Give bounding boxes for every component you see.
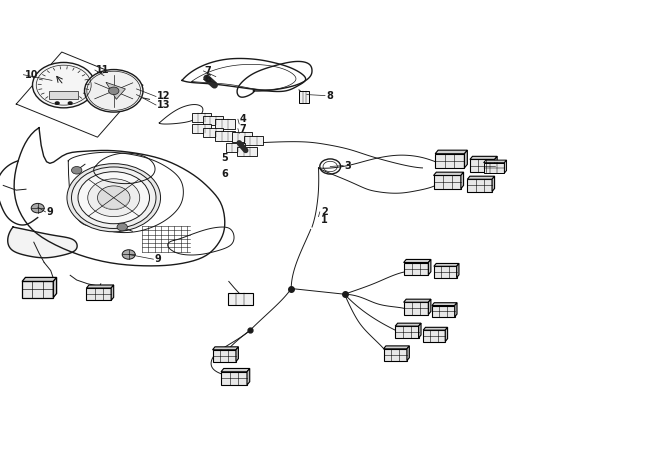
- Bar: [237, 147, 257, 156]
- Polygon shape: [384, 346, 410, 349]
- Polygon shape: [111, 285, 114, 300]
- Polygon shape: [434, 172, 463, 175]
- Text: 7: 7: [205, 66, 211, 76]
- Text: 5: 5: [221, 153, 228, 164]
- Bar: [226, 143, 245, 152]
- Polygon shape: [395, 323, 421, 326]
- Circle shape: [98, 186, 130, 210]
- Polygon shape: [221, 368, 250, 372]
- Circle shape: [88, 179, 140, 217]
- Bar: [436, 154, 464, 168]
- Polygon shape: [404, 299, 431, 302]
- Polygon shape: [423, 327, 448, 330]
- Bar: [404, 263, 428, 275]
- Circle shape: [84, 70, 143, 112]
- Text: 4: 4: [239, 114, 246, 124]
- Polygon shape: [247, 368, 250, 385]
- Circle shape: [72, 166, 82, 174]
- Circle shape: [31, 203, 44, 213]
- Bar: [221, 372, 247, 385]
- Bar: [232, 132, 252, 142]
- Bar: [404, 302, 428, 315]
- Bar: [384, 349, 407, 361]
- Polygon shape: [106, 82, 125, 99]
- Text: 8: 8: [326, 90, 333, 101]
- Circle shape: [78, 172, 150, 224]
- Text: 12: 12: [157, 91, 171, 102]
- Polygon shape: [8, 227, 77, 258]
- Polygon shape: [495, 156, 497, 172]
- Polygon shape: [467, 176, 495, 179]
- Text: 6: 6: [205, 74, 211, 85]
- Polygon shape: [461, 172, 463, 189]
- Polygon shape: [504, 160, 506, 173]
- Text: 9: 9: [155, 254, 161, 264]
- Polygon shape: [464, 150, 467, 168]
- Polygon shape: [213, 347, 239, 350]
- Circle shape: [117, 223, 127, 231]
- Bar: [470, 159, 495, 172]
- Polygon shape: [22, 277, 57, 281]
- Polygon shape: [434, 263, 459, 266]
- Bar: [203, 116, 223, 125]
- Polygon shape: [455, 303, 457, 317]
- Bar: [192, 124, 211, 133]
- Text: 1: 1: [321, 215, 328, 226]
- Bar: [203, 128, 223, 137]
- Polygon shape: [470, 156, 497, 159]
- Text: 10: 10: [25, 70, 38, 80]
- Bar: [244, 136, 263, 145]
- Bar: [215, 119, 235, 129]
- Bar: [484, 163, 504, 173]
- Polygon shape: [428, 259, 431, 275]
- Polygon shape: [492, 176, 495, 192]
- Polygon shape: [53, 277, 57, 298]
- Bar: [228, 293, 253, 305]
- Bar: [49, 91, 78, 99]
- Polygon shape: [484, 160, 506, 163]
- Bar: [86, 288, 111, 300]
- Bar: [423, 330, 445, 342]
- Text: 6: 6: [221, 169, 228, 179]
- Circle shape: [68, 101, 73, 105]
- Polygon shape: [445, 327, 448, 342]
- Text: 9: 9: [47, 207, 53, 217]
- Circle shape: [32, 62, 95, 108]
- Circle shape: [109, 87, 119, 95]
- Polygon shape: [456, 263, 459, 278]
- Bar: [22, 281, 53, 298]
- Circle shape: [55, 101, 60, 105]
- Circle shape: [72, 167, 156, 228]
- Bar: [434, 175, 461, 189]
- Bar: [434, 266, 457, 278]
- Bar: [395, 326, 419, 338]
- Polygon shape: [419, 323, 421, 338]
- Polygon shape: [436, 150, 467, 154]
- Circle shape: [67, 164, 161, 232]
- Circle shape: [122, 250, 135, 259]
- Polygon shape: [86, 285, 114, 288]
- Bar: [299, 91, 309, 103]
- Bar: [432, 306, 455, 317]
- Bar: [467, 179, 492, 192]
- Polygon shape: [428, 299, 431, 315]
- Polygon shape: [236, 347, 239, 361]
- Text: 11: 11: [96, 65, 110, 75]
- Polygon shape: [407, 346, 410, 361]
- Bar: [213, 350, 236, 361]
- Text: 7: 7: [239, 123, 246, 134]
- Text: 2: 2: [321, 207, 328, 217]
- Polygon shape: [404, 259, 431, 263]
- Polygon shape: [432, 303, 457, 306]
- Text: 3: 3: [344, 160, 351, 171]
- Text: 13: 13: [157, 100, 171, 110]
- Bar: [215, 131, 235, 141]
- Bar: [192, 113, 211, 122]
